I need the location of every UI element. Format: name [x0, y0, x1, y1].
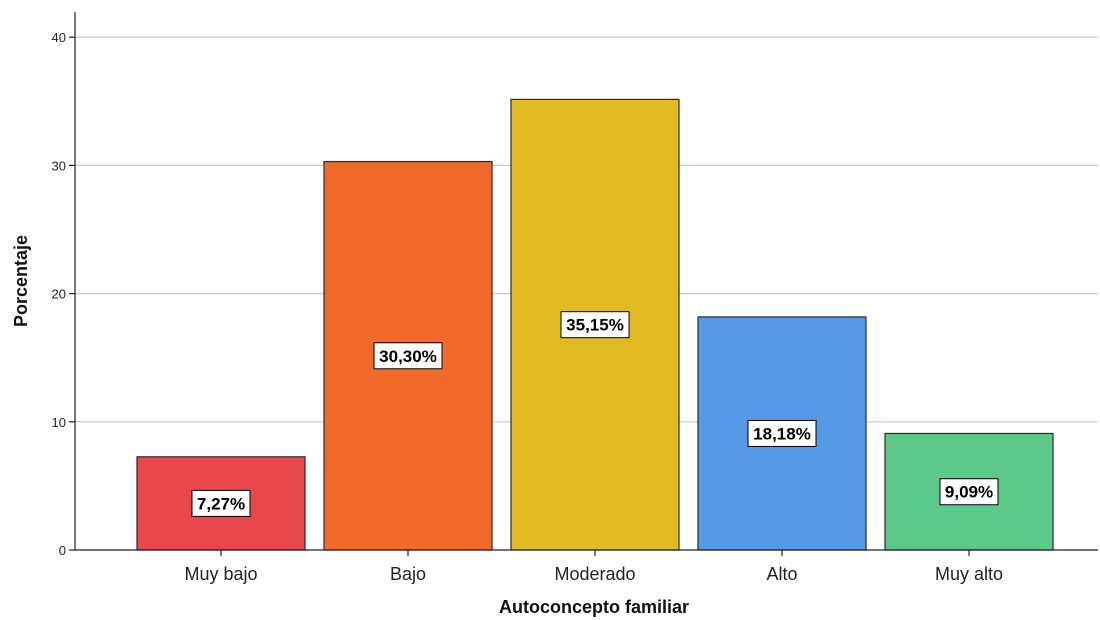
data-label: 18,18%: [753, 424, 811, 443]
data-label-box: [373, 342, 443, 370]
y-axis-title: Porcentaje: [11, 235, 31, 327]
data-labels: 7,27% 30,30% 35,15% 18,18% 9,09%: [191, 311, 999, 517]
x-ticks: Muy bajo Bajo Moderado Alto Muy alto: [184, 550, 1003, 584]
data-label: 35,15%: [566, 316, 624, 335]
data-label-box: [191, 489, 251, 517]
y-tick-label: 40: [52, 30, 66, 45]
x-tick-label: Bajo: [390, 564, 426, 584]
x-tick-label: Muy bajo: [184, 564, 257, 584]
y-tick-label: 30: [52, 158, 66, 173]
y-tick-label: 0: [59, 543, 66, 558]
axes: [74, 12, 1098, 551]
x-tick-label: Alto: [766, 564, 797, 584]
data-label: 9,09%: [945, 483, 993, 502]
data-label-box: [939, 478, 999, 506]
data-label: 7,27%: [197, 494, 245, 513]
y-ticks: 0 10 20 30 40: [52, 30, 75, 558]
data-label: 30,30%: [379, 347, 437, 366]
x-tick-label: Moderado: [554, 564, 635, 584]
data-label-box: [747, 419, 817, 447]
x-axis-title: Autoconcepto familiar: [499, 597, 689, 617]
data-label-box: [560, 311, 630, 339]
x-tick-label: Muy alto: [935, 564, 1003, 584]
y-tick-label: 10: [52, 415, 66, 430]
y-tick-label: 20: [52, 287, 66, 302]
